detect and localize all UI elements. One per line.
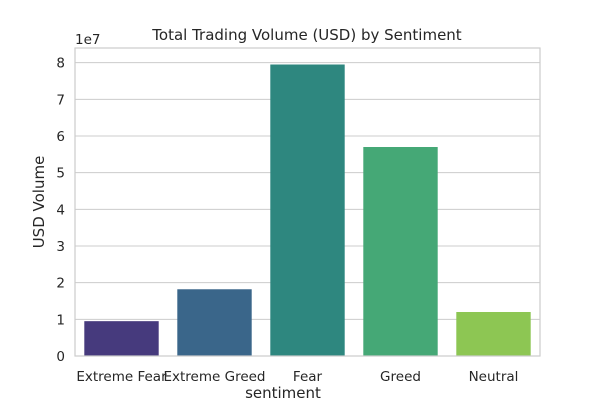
y-tick-labels: 0 1 2 3 4 5 6 7 8 <box>56 56 65 365</box>
bar <box>84 321 159 356</box>
x-tick-label: Extreme Fear <box>76 369 167 385</box>
y-tick-label: 1 <box>56 312 65 328</box>
bar <box>456 312 531 356</box>
x-tick-label: Neutral <box>469 369 519 385</box>
y-tick-label: 7 <box>56 92 65 108</box>
y-offset-label: 1e7 <box>75 32 100 48</box>
y-tick-label: 4 <box>56 202 65 218</box>
y-tick-label: 6 <box>56 129 65 145</box>
x-tick-label: Fear <box>293 369 323 385</box>
x-axis-label: sentiment <box>245 384 321 400</box>
bar <box>177 289 252 356</box>
y-tick-label: 2 <box>56 276 65 292</box>
y-tick-label: 3 <box>56 239 65 255</box>
y-tick-label: 8 <box>56 56 65 72</box>
x-tick-label: Greed <box>380 369 421 385</box>
y-axis-label: USD Volume <box>30 156 48 249</box>
bar <box>270 64 345 356</box>
y-tick-label: 5 <box>56 166 65 182</box>
bars <box>84 64 531 356</box>
plot-frame <box>74 47 541 357</box>
y-tick-label: 0 <box>56 349 65 365</box>
chart-title: Total Trading Volume (USD) by Sentiment <box>151 26 462 44</box>
x-tick-label: Extreme Greed <box>163 369 265 385</box>
bar <box>363 147 438 356</box>
